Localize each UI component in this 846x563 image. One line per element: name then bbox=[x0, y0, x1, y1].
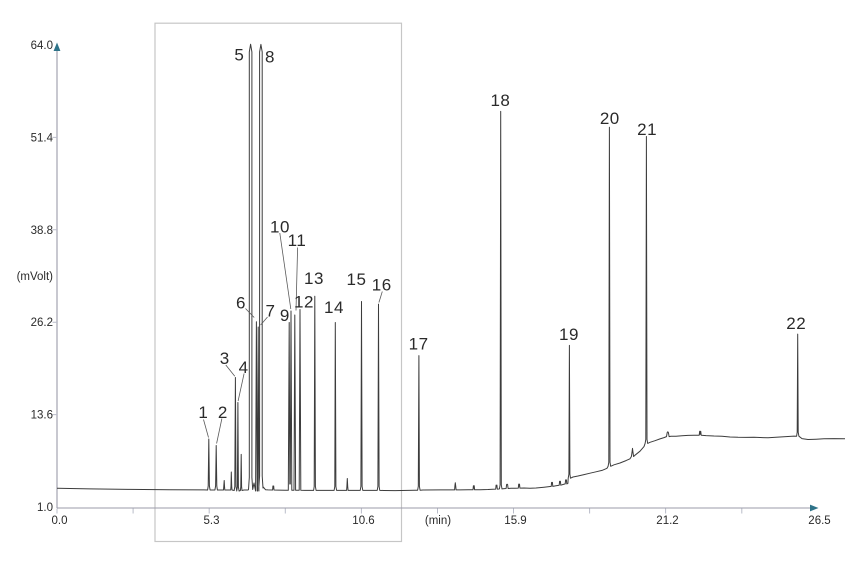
svg-text:17: 17 bbox=[409, 335, 429, 354]
svg-text:(min): (min) bbox=[425, 515, 451, 527]
svg-text:5.3: 5.3 bbox=[204, 515, 220, 527]
svg-text:(mVolt): (mVolt) bbox=[17, 271, 54, 283]
svg-text:19: 19 bbox=[559, 325, 579, 344]
svg-text:13.6: 13.6 bbox=[31, 410, 53, 422]
svg-text:14: 14 bbox=[324, 298, 344, 317]
svg-text:38.8: 38.8 bbox=[31, 225, 53, 237]
svg-text:26.2: 26.2 bbox=[31, 317, 53, 329]
svg-text:11: 11 bbox=[288, 231, 307, 250]
svg-text:26.5: 26.5 bbox=[808, 515, 830, 527]
svg-text:21.2: 21.2 bbox=[656, 515, 678, 527]
svg-text:51.4: 51.4 bbox=[31, 132, 54, 144]
svg-text:18: 18 bbox=[490, 91, 510, 110]
svg-text:21: 21 bbox=[637, 120, 657, 139]
svg-text:13: 13 bbox=[304, 269, 324, 288]
svg-text:64.0: 64.0 bbox=[31, 40, 53, 52]
svg-text:3: 3 bbox=[220, 349, 230, 368]
svg-text:15.9: 15.9 bbox=[504, 515, 526, 527]
svg-text:1.0: 1.0 bbox=[37, 502, 53, 514]
svg-text:6: 6 bbox=[236, 294, 246, 313]
svg-text:10.6: 10.6 bbox=[352, 515, 374, 527]
svg-text:8: 8 bbox=[265, 48, 275, 67]
svg-text:5: 5 bbox=[234, 46, 244, 65]
svg-text:10: 10 bbox=[270, 217, 290, 236]
svg-text:9: 9 bbox=[280, 306, 290, 325]
svg-text:16: 16 bbox=[372, 276, 392, 295]
svg-text:20: 20 bbox=[600, 109, 620, 128]
svg-text:4: 4 bbox=[239, 358, 249, 377]
svg-text:2: 2 bbox=[218, 403, 228, 422]
svg-text:0.0: 0.0 bbox=[52, 515, 68, 527]
svg-text:12: 12 bbox=[294, 293, 314, 312]
svg-text:7: 7 bbox=[266, 302, 276, 321]
svg-text:1: 1 bbox=[198, 403, 208, 422]
svg-text:22: 22 bbox=[786, 314, 806, 333]
svg-text:15: 15 bbox=[347, 270, 367, 289]
